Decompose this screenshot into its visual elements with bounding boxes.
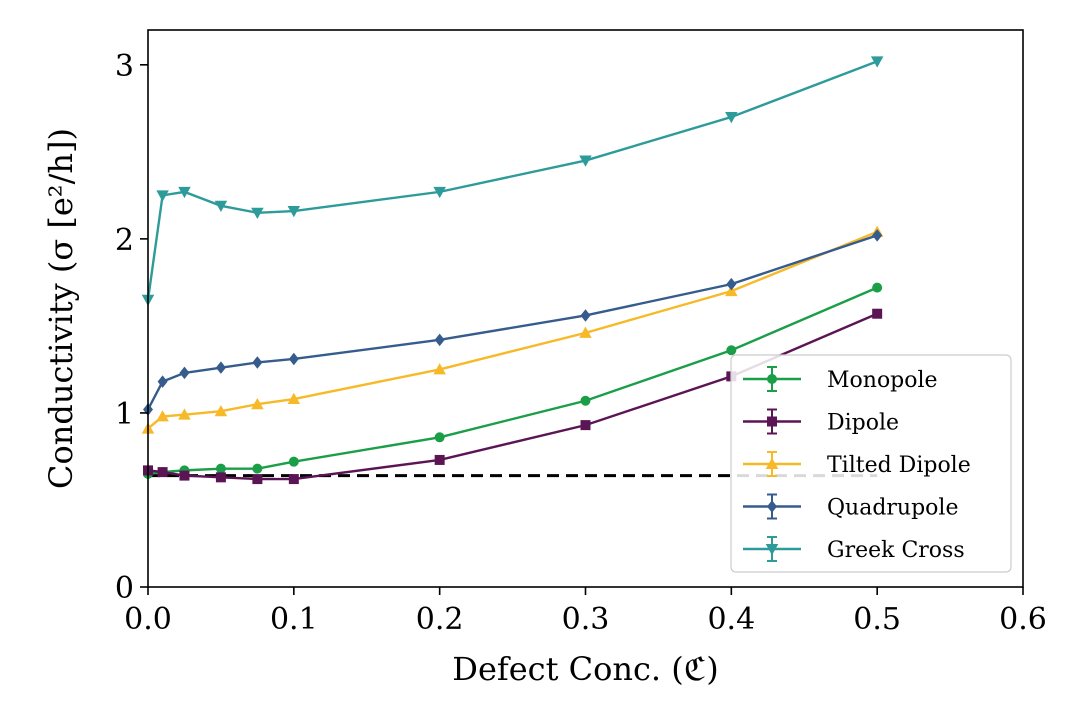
x-axis-label: Defect Conc. (ℭ) [452, 650, 718, 688]
data-point-greek-cross [178, 186, 191, 199]
data-point-greek-cross [433, 186, 446, 199]
legend-box [730, 354, 1012, 573]
data-point-tilted-dipole [178, 408, 191, 420]
data-point-quadrupole [726, 277, 737, 291]
data-point-quadrupole [252, 356, 263, 369]
x-tick-label: 0.1 [270, 602, 318, 637]
series-line-tilted-dipole [147, 230, 878, 430]
legend-marker [767, 500, 777, 513]
y-axis-ticks: 0 1 2 3 [115, 49, 148, 606]
x-tick-label: 0.6 [999, 602, 1047, 637]
data-point-dipole [179, 470, 190, 481]
data-point-quadrupole [157, 375, 168, 388]
legend-marker [767, 374, 777, 384]
x-tick-label: 0.0 [124, 602, 172, 637]
series-greek-cross [141, 56, 884, 307]
data-point-tilted-dipole [251, 397, 264, 410]
legend-label-dipole: Dipole [827, 411, 899, 436]
series-line-monopole [147, 286, 878, 476]
legend-item-greek-cross: Greek Cross [743, 536, 965, 563]
data-point-dipole [157, 467, 168, 478]
x-tick-label: 0.2 [416, 602, 464, 637]
legend-item-quadrupole: Quadrupole [743, 493, 958, 521]
data-point-greek-cross [251, 207, 264, 220]
y-tick-label: 1 [115, 397, 134, 432]
legend-item-monopole: Monopole [743, 366, 938, 393]
x-tick-label: 0.4 [707, 602, 755, 637]
data-point-greek-cross [287, 206, 301, 218]
data-point-tilted-dipole [156, 410, 169, 422]
x-tick-label: 0.3 [562, 602, 610, 637]
data-point-quadrupole [215, 361, 226, 374]
data-point-quadrupole [179, 366, 190, 380]
data-point-greek-cross [214, 200, 228, 213]
data-point-greek-cross [579, 155, 592, 167]
data-point-tilted-dipole [579, 326, 592, 338]
x-tick-label: 0.5 [853, 602, 901, 637]
data-point-monopole [434, 432, 445, 443]
legend-marker [767, 416, 777, 427]
data-point-greek-cross [870, 56, 884, 68]
y-tick-label: 0 [115, 571, 134, 606]
data-point-tilted-dipole [433, 363, 446, 375]
legend-label-quadrupole: Quadrupole [827, 496, 958, 521]
data-point-monopole [215, 463, 226, 474]
data-point-monopole [252, 463, 263, 474]
legend-item-dipole: Dipole [743, 408, 899, 436]
data-point-dipole [252, 474, 263, 485]
legend-label-tilted-dipole: Tilted Dipole [827, 453, 971, 478]
data-point-monopole [872, 282, 883, 293]
y-tick-label: 3 [115, 49, 134, 84]
data-point-dipole [288, 474, 299, 485]
data-point-monopole [726, 345, 737, 356]
data-point-dipole [215, 472, 226, 483]
data-point-dipole [872, 308, 883, 319]
data-point-tilted-dipole [725, 284, 738, 297]
data-point-tilted-dipole [287, 392, 301, 405]
legend-label-greek-cross: Greek Cross [827, 538, 965, 563]
y-axis-label: Conductivity (σ [e²/h]) [42, 128, 80, 489]
data-point-dipole [434, 454, 445, 465]
series-line-quadrupole [146, 234, 878, 411]
legend: Monopole Dipole Tilted Dipole Quadrupole Gre… [730, 354, 1012, 573]
series-line-greek-cross [146, 60, 878, 300]
y-tick-label: 2 [115, 223, 134, 258]
series-layer [141, 56, 884, 485]
data-point-greek-cross [725, 112, 738, 124]
legend-marker [765, 544, 779, 556]
data-point-monopole [580, 395, 591, 406]
x-axis-ticks: 0.0 0.1 0.2 0.3 0.4 0.5 0.6 [124, 587, 1047, 637]
data-point-greek-cross [156, 190, 169, 202]
data-point-quadrupole [872, 229, 883, 242]
data-point-quadrupole [434, 333, 445, 347]
legend-label-monopole: Monopole [827, 368, 938, 393]
data-point-dipole [580, 420, 591, 431]
data-point-quadrupole [288, 352, 299, 366]
series-line-dipole [147, 312, 878, 481]
data-point-tilted-dipole [214, 404, 228, 417]
legend-item-tilted-dipole: Tilted Dipole [743, 451, 971, 478]
legend-marker [765, 457, 779, 469]
data-point-quadrupole [580, 309, 591, 322]
data-point-monopole [288, 456, 299, 467]
